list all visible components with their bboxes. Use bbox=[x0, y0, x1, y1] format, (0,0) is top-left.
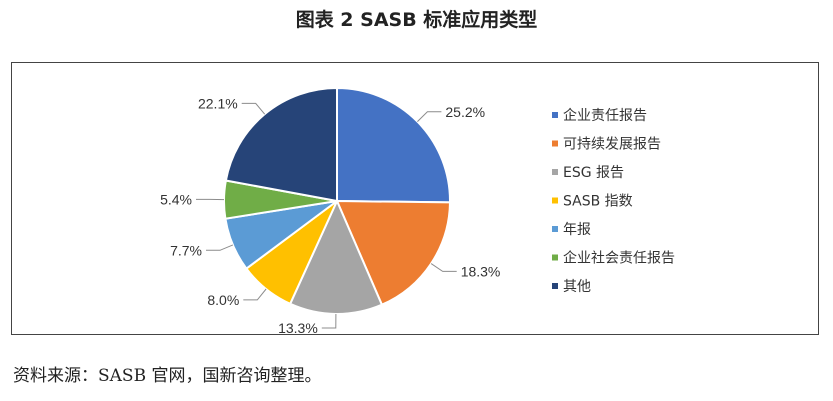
leader-line bbox=[206, 244, 234, 251]
data-label: 25.2% bbox=[445, 104, 485, 120]
data-label: 5.4% bbox=[160, 191, 192, 207]
legend-label: ESG 报告 bbox=[563, 165, 624, 181]
data-label: 8.0% bbox=[207, 292, 239, 308]
leader-line bbox=[241, 102, 266, 115]
source-note: 资料来源：SASB 官网，国新咨询整理。 bbox=[13, 366, 322, 386]
legend-label: 年报 bbox=[563, 222, 591, 238]
data-label: 13.3% bbox=[278, 320, 318, 336]
legend-label: 企业社会责任报告 bbox=[563, 250, 675, 267]
data-label: 18.3% bbox=[461, 263, 501, 279]
leader-line bbox=[417, 111, 442, 122]
data-label: 22.1% bbox=[198, 95, 238, 111]
pie-slice bbox=[224, 86, 338, 203]
leader-line bbox=[321, 313, 337, 329]
legend-swatch bbox=[552, 112, 558, 118]
legend-label: SASB 指数 bbox=[563, 194, 633, 210]
chart-frame bbox=[11, 62, 819, 335]
pie-slice bbox=[336, 86, 451, 204]
legend-swatch bbox=[552, 226, 558, 232]
pie-slice bbox=[288, 198, 384, 315]
legend-label: 企业责任报告 bbox=[563, 107, 647, 124]
legend-label: 其他 bbox=[563, 279, 591, 295]
leader-line bbox=[243, 288, 267, 301]
data-label: 7.7% bbox=[170, 242, 202, 258]
legend-swatch bbox=[552, 254, 558, 261]
pie-slice bbox=[335, 199, 452, 307]
legend-swatch bbox=[552, 197, 558, 204]
legend-swatch bbox=[552, 283, 558, 289]
legend-swatch bbox=[552, 169, 558, 175]
legend-swatch bbox=[552, 140, 558, 147]
legend-label: 可持续发展报告 bbox=[563, 136, 661, 153]
chart-title: 图表 2 SASB 标准应用类型 bbox=[295, 9, 538, 31]
leader-line bbox=[430, 263, 457, 272]
